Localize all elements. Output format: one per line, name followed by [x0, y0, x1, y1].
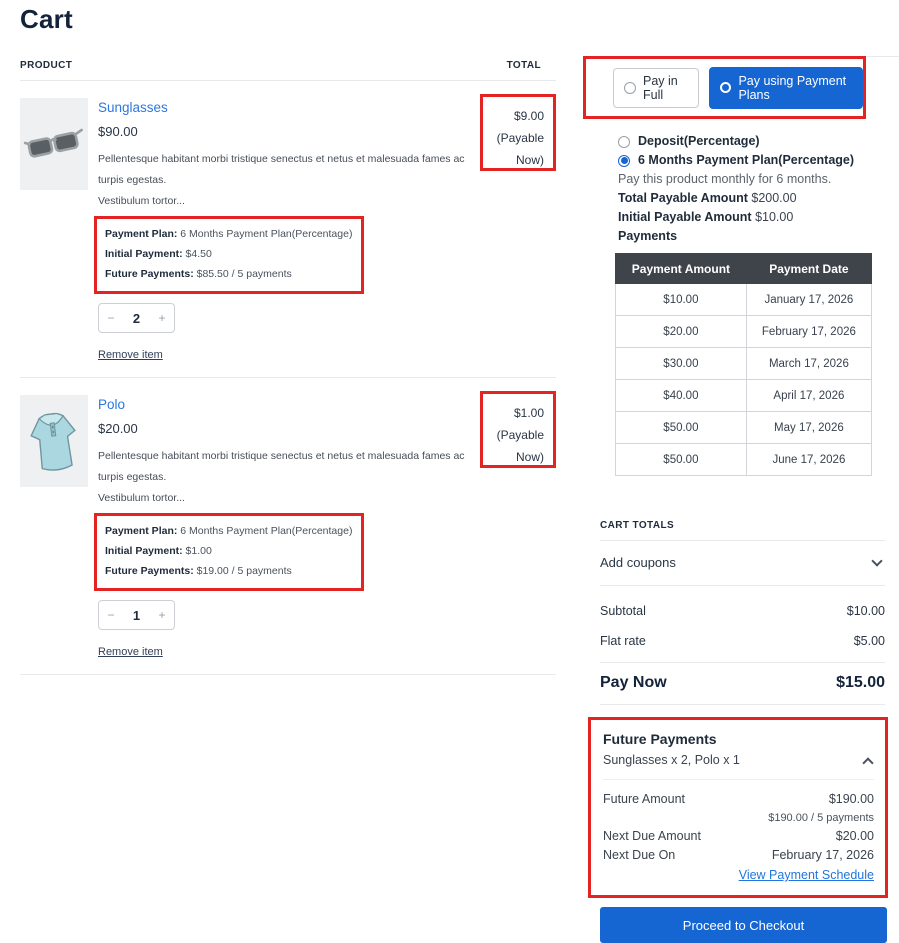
table-row: $50.00 May 17, 2026: [615, 411, 873, 444]
pay-in-full-button[interactable]: Pay in Full: [613, 67, 700, 108]
future-payments-annotation-box: Future Payments Sunglasses x 2, Polo x 1…: [588, 717, 888, 898]
view-payment-schedule-link[interactable]: View Payment Schedule: [738, 868, 874, 882]
six-months-plan-option[interactable]: 6 Months Payment Plan(Percentage): [618, 151, 899, 170]
pay-now-row: Pay Now $15.00: [600, 663, 885, 705]
shipping-row: Flat rate $5.00: [600, 634, 885, 648]
future-amount-note: $190.00 / 5 payments: [768, 812, 874, 824]
total-payable-row: Total Payable Amount $200.00: [618, 191, 797, 205]
future-payments-value: $19.00 / 5 payments: [193, 565, 292, 577]
table-row: $30.00 March 17, 2026: [615, 347, 873, 380]
plan-description: Pay this product monthly for 6 months.: [618, 172, 832, 186]
radio-unchecked-icon[interactable]: [618, 135, 630, 148]
chevron-up-icon: [862, 757, 874, 769]
initial-payment-value: $1.00: [182, 545, 212, 557]
payment-plan-annotation-box: Payment Plan: 6 Months Payment Plan(Perc…: [94, 513, 365, 591]
payment-plan-annotation-box: Payment Plan: 6 Months Payment Plan(Perc…: [94, 216, 365, 294]
deposit-option[interactable]: Deposit(Percentage): [618, 132, 899, 151]
next-due-on-row: Next Due On February 17, 2026: [603, 848, 874, 862]
item-total-amount: $9.00: [513, 109, 544, 123]
initial-payment-value: $4.50: [182, 248, 212, 260]
payments-heading: Payments: [618, 229, 678, 243]
radio-unchecked-icon: [624, 81, 636, 94]
add-coupons-toggle[interactable]: Add coupons: [600, 541, 885, 586]
product-price: $90.00: [98, 124, 138, 139]
product-link-polo[interactable]: Polo: [98, 397, 126, 412]
sunglasses-icon: [23, 128, 83, 158]
future-amount-row: Future Amount $190.00: [603, 792, 874, 806]
polo-shirt-icon: [30, 412, 76, 471]
future-payments-label: Future Payments:: [105, 268, 194, 280]
cart-item-sunglasses: Sunglasses $90.00 Pellentesque habitant …: [20, 94, 556, 361]
radio-selected-icon: [720, 82, 732, 93]
total-column-header: TOTAL: [506, 60, 541, 71]
payment-plan-value: 6 Months Payment Plan(Percentage): [177, 228, 353, 240]
quantity-stepper[interactable]: − 1 +: [98, 600, 175, 630]
item-total-annotation-box: $1.00 (Payable Now): [480, 391, 556, 468]
payment-sidebar: Pay in Full Pay using Payment Plans Depo…: [583, 56, 899, 943]
table-row: $20.00 February 17, 2026: [615, 315, 873, 348]
item-total-amount: $1.00: [513, 406, 544, 420]
chevron-down-icon: [871, 554, 883, 567]
cart-totals-section: CART TOTALS Add coupons Subtotal $10.00 …: [600, 520, 885, 705]
remove-item-link[interactable]: Remove item: [98, 349, 163, 361]
quantity-increase-button[interactable]: +: [158, 311, 166, 325]
table-row: $40.00 April 17, 2026: [615, 379, 873, 412]
payment-date-header: Payment Date: [745, 253, 873, 284]
initial-payable-row: Initial Payable Amount $10.00: [618, 210, 794, 224]
quantity-value[interactable]: 1: [132, 607, 141, 623]
divider: [600, 662, 885, 663]
product-price: $20.00: [98, 421, 138, 436]
pay-using-payment-plans-button[interactable]: Pay using Payment Plans: [709, 66, 863, 109]
proceed-to-checkout-button[interactable]: Proceed to Checkout: [600, 907, 887, 943]
table-row: $50.00 June 17, 2026: [615, 443, 873, 476]
cart-item-polo: Polo $20.00 Pellentesque habitant morbi …: [20, 391, 556, 658]
polo-product-image[interactable]: [20, 395, 88, 487]
quantity-value[interactable]: 2: [132, 310, 141, 326]
initial-payment-label: Initial Payment:: [105, 248, 183, 260]
sunglasses-product-image[interactable]: [20, 98, 88, 190]
future-payments-title: Future Payments: [603, 731, 717, 747]
payment-amount-header: Payment Amount: [615, 253, 747, 284]
item-divider: [20, 377, 556, 378]
payment-plan-label: Payment Plan:: [105, 525, 178, 537]
payment-plan-value: 6 Months Payment Plan(Percentage): [177, 525, 353, 537]
future-items-summary-toggle[interactable]: Sunglasses x 2, Polo x 1: [603, 749, 874, 780]
cart-table-header: PRODUCT TOTAL: [20, 60, 556, 81]
cart-items-panel: PRODUCT TOTAL Sunglasses $90.00 Pellente…: [20, 60, 556, 675]
table-row: $10.00 January 17, 2026: [615, 283, 873, 316]
product-description: Pellentesque habitant morbi tristique se…: [98, 153, 465, 207]
plan-options-section: Deposit(Percentage) 6 Months Payment Pla…: [618, 132, 899, 246]
quantity-stepper[interactable]: − 2 +: [98, 303, 175, 333]
quantity-decrease-button[interactable]: −: [107, 608, 115, 622]
remove-item-link[interactable]: Remove item: [98, 646, 163, 658]
future-payments-value: $85.50 / 5 payments: [193, 268, 292, 280]
page-title: Cart: [20, 4, 73, 34]
payment-mode-annotation-box: Pay in Full Pay using Payment Plans: [583, 56, 866, 119]
product-link-sunglasses[interactable]: Sunglasses: [98, 100, 168, 115]
subtotal-row: Subtotal $10.00: [600, 604, 885, 618]
next-due-amount-row: Next Due Amount $20.00: [603, 829, 874, 843]
quantity-increase-button[interactable]: +: [158, 608, 166, 622]
payment-plan-label: Payment Plan:: [105, 228, 178, 240]
item-total-annotation-box: $9.00 (Payable Now): [480, 94, 556, 171]
quantity-decrease-button[interactable]: −: [107, 311, 115, 325]
future-payments-label: Future Payments:: [105, 565, 194, 577]
item-divider: [20, 674, 556, 675]
payment-schedule-table: Payment Amount Payment Date $10.00 Januar…: [615, 253, 873, 476]
radio-checked-icon[interactable]: [618, 154, 630, 167]
product-column-header: PRODUCT: [20, 60, 73, 71]
product-description: Pellentesque habitant morbi tristique se…: [98, 450, 465, 504]
cart-totals-title: CART TOTALS: [600, 520, 885, 541]
initial-payment-label: Initial Payment:: [105, 545, 183, 557]
